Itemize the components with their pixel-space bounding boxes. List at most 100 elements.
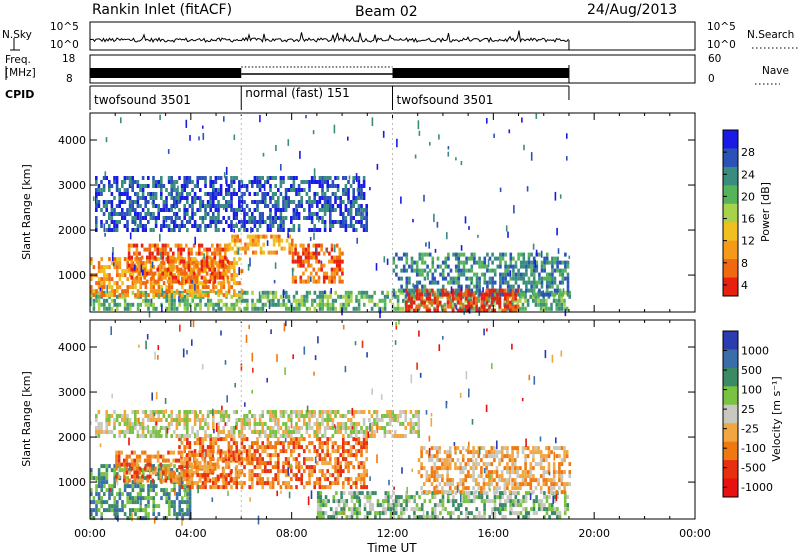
echo-cell — [256, 176, 259, 180]
echo-cell — [145, 285, 148, 289]
echo-cell — [186, 453, 189, 457]
echo-cell — [221, 248, 224, 252]
echo-cell — [180, 248, 183, 252]
echo-cell — [559, 261, 562, 265]
echo-cell — [476, 507, 479, 511]
echo-cell — [142, 426, 145, 430]
echo-cell — [113, 180, 116, 184]
echo-cell — [176, 414, 179, 418]
echo-cell — [434, 507, 437, 511]
echo-cell — [146, 459, 149, 463]
echo-cell — [178, 500, 181, 504]
echo-cell — [229, 243, 232, 247]
echo-cell — [274, 445, 277, 449]
echo-cell — [216, 276, 219, 280]
echo-cell — [533, 289, 536, 293]
echo-cell — [274, 434, 277, 438]
echo-cell — [163, 204, 166, 208]
echo-cell — [293, 295, 296, 299]
echo-cell — [201, 244, 204, 248]
echo-cell — [337, 457, 340, 461]
echo-cell — [352, 228, 355, 232]
echo-cell — [269, 445, 272, 449]
echo-cell — [275, 239, 278, 243]
echo-cell — [352, 192, 355, 196]
echo-cell — [390, 503, 393, 507]
echo-cell — [189, 492, 192, 496]
echo-cell — [227, 280, 230, 284]
echo-cell — [494, 507, 497, 511]
echo-cell — [363, 410, 366, 414]
echo-cell — [121, 212, 124, 216]
echo-cell — [394, 307, 397, 311]
echo-cell — [416, 507, 419, 511]
echo-cell — [224, 248, 227, 252]
echo-cell — [106, 293, 109, 297]
echo-cell — [465, 499, 468, 503]
echo-cell — [439, 511, 442, 515]
echo-cell — [303, 457, 306, 461]
echo-cell — [133, 451, 136, 455]
echo-cell — [290, 469, 293, 473]
echo-cell — [111, 277, 114, 281]
echo-cell — [318, 260, 321, 264]
echo-cell — [512, 293, 515, 297]
echo-cell — [556, 289, 559, 293]
echo-cell — [345, 220, 348, 224]
echo-cell — [517, 269, 520, 273]
echo-cell — [517, 285, 520, 289]
echo-cell — [235, 216, 238, 220]
echo-cell — [295, 216, 298, 220]
echo-cell — [350, 445, 353, 449]
echo-cell — [156, 244, 159, 248]
echo-cell — [217, 457, 220, 461]
echo-cell — [342, 449, 345, 453]
echo-cell — [142, 184, 145, 188]
echo-cell — [103, 293, 106, 297]
echo-cell — [137, 289, 140, 293]
echo-cell — [447, 499, 450, 503]
echo-speck — [377, 164, 379, 170]
echo-cell — [165, 434, 168, 438]
echo-cell — [167, 471, 170, 475]
echo-cell — [203, 280, 206, 284]
echo-cell — [120, 451, 123, 455]
echo-cell — [262, 291, 265, 295]
echo-cell — [212, 418, 215, 422]
echo-cell — [342, 481, 345, 485]
echo-cell — [98, 295, 101, 299]
echo-cell — [199, 418, 202, 422]
echo-cell — [189, 445, 192, 449]
echo-cell — [350, 453, 353, 457]
echo-cell — [411, 261, 414, 265]
echo-cell — [189, 504, 192, 508]
echo-cell — [499, 273, 502, 277]
echo-cell — [199, 445, 202, 449]
echo-cell — [108, 285, 111, 289]
echo-cell — [149, 272, 152, 276]
echo-cell — [173, 184, 176, 188]
echo-cell — [366, 499, 369, 503]
echo-cell — [147, 500, 150, 504]
echo-cell — [248, 477, 251, 481]
echo-cell — [186, 208, 189, 212]
echo-cell — [230, 265, 233, 269]
echo-cell — [204, 430, 207, 434]
echo-cell — [283, 247, 286, 251]
echo-cell — [121, 418, 124, 422]
echo-cell — [227, 276, 230, 280]
echo-cell — [288, 251, 291, 255]
echo-speck — [236, 222, 238, 227]
echo-cell — [155, 196, 158, 200]
echo-cell — [481, 265, 484, 269]
echo-cell — [394, 418, 397, 422]
echo-cell — [366, 491, 369, 495]
echo-cell — [313, 410, 316, 414]
echo-cell — [204, 180, 207, 184]
echo-cell — [108, 216, 111, 220]
echo-cell — [164, 272, 167, 276]
echo-cell — [347, 418, 350, 422]
echo-cell — [341, 272, 344, 276]
